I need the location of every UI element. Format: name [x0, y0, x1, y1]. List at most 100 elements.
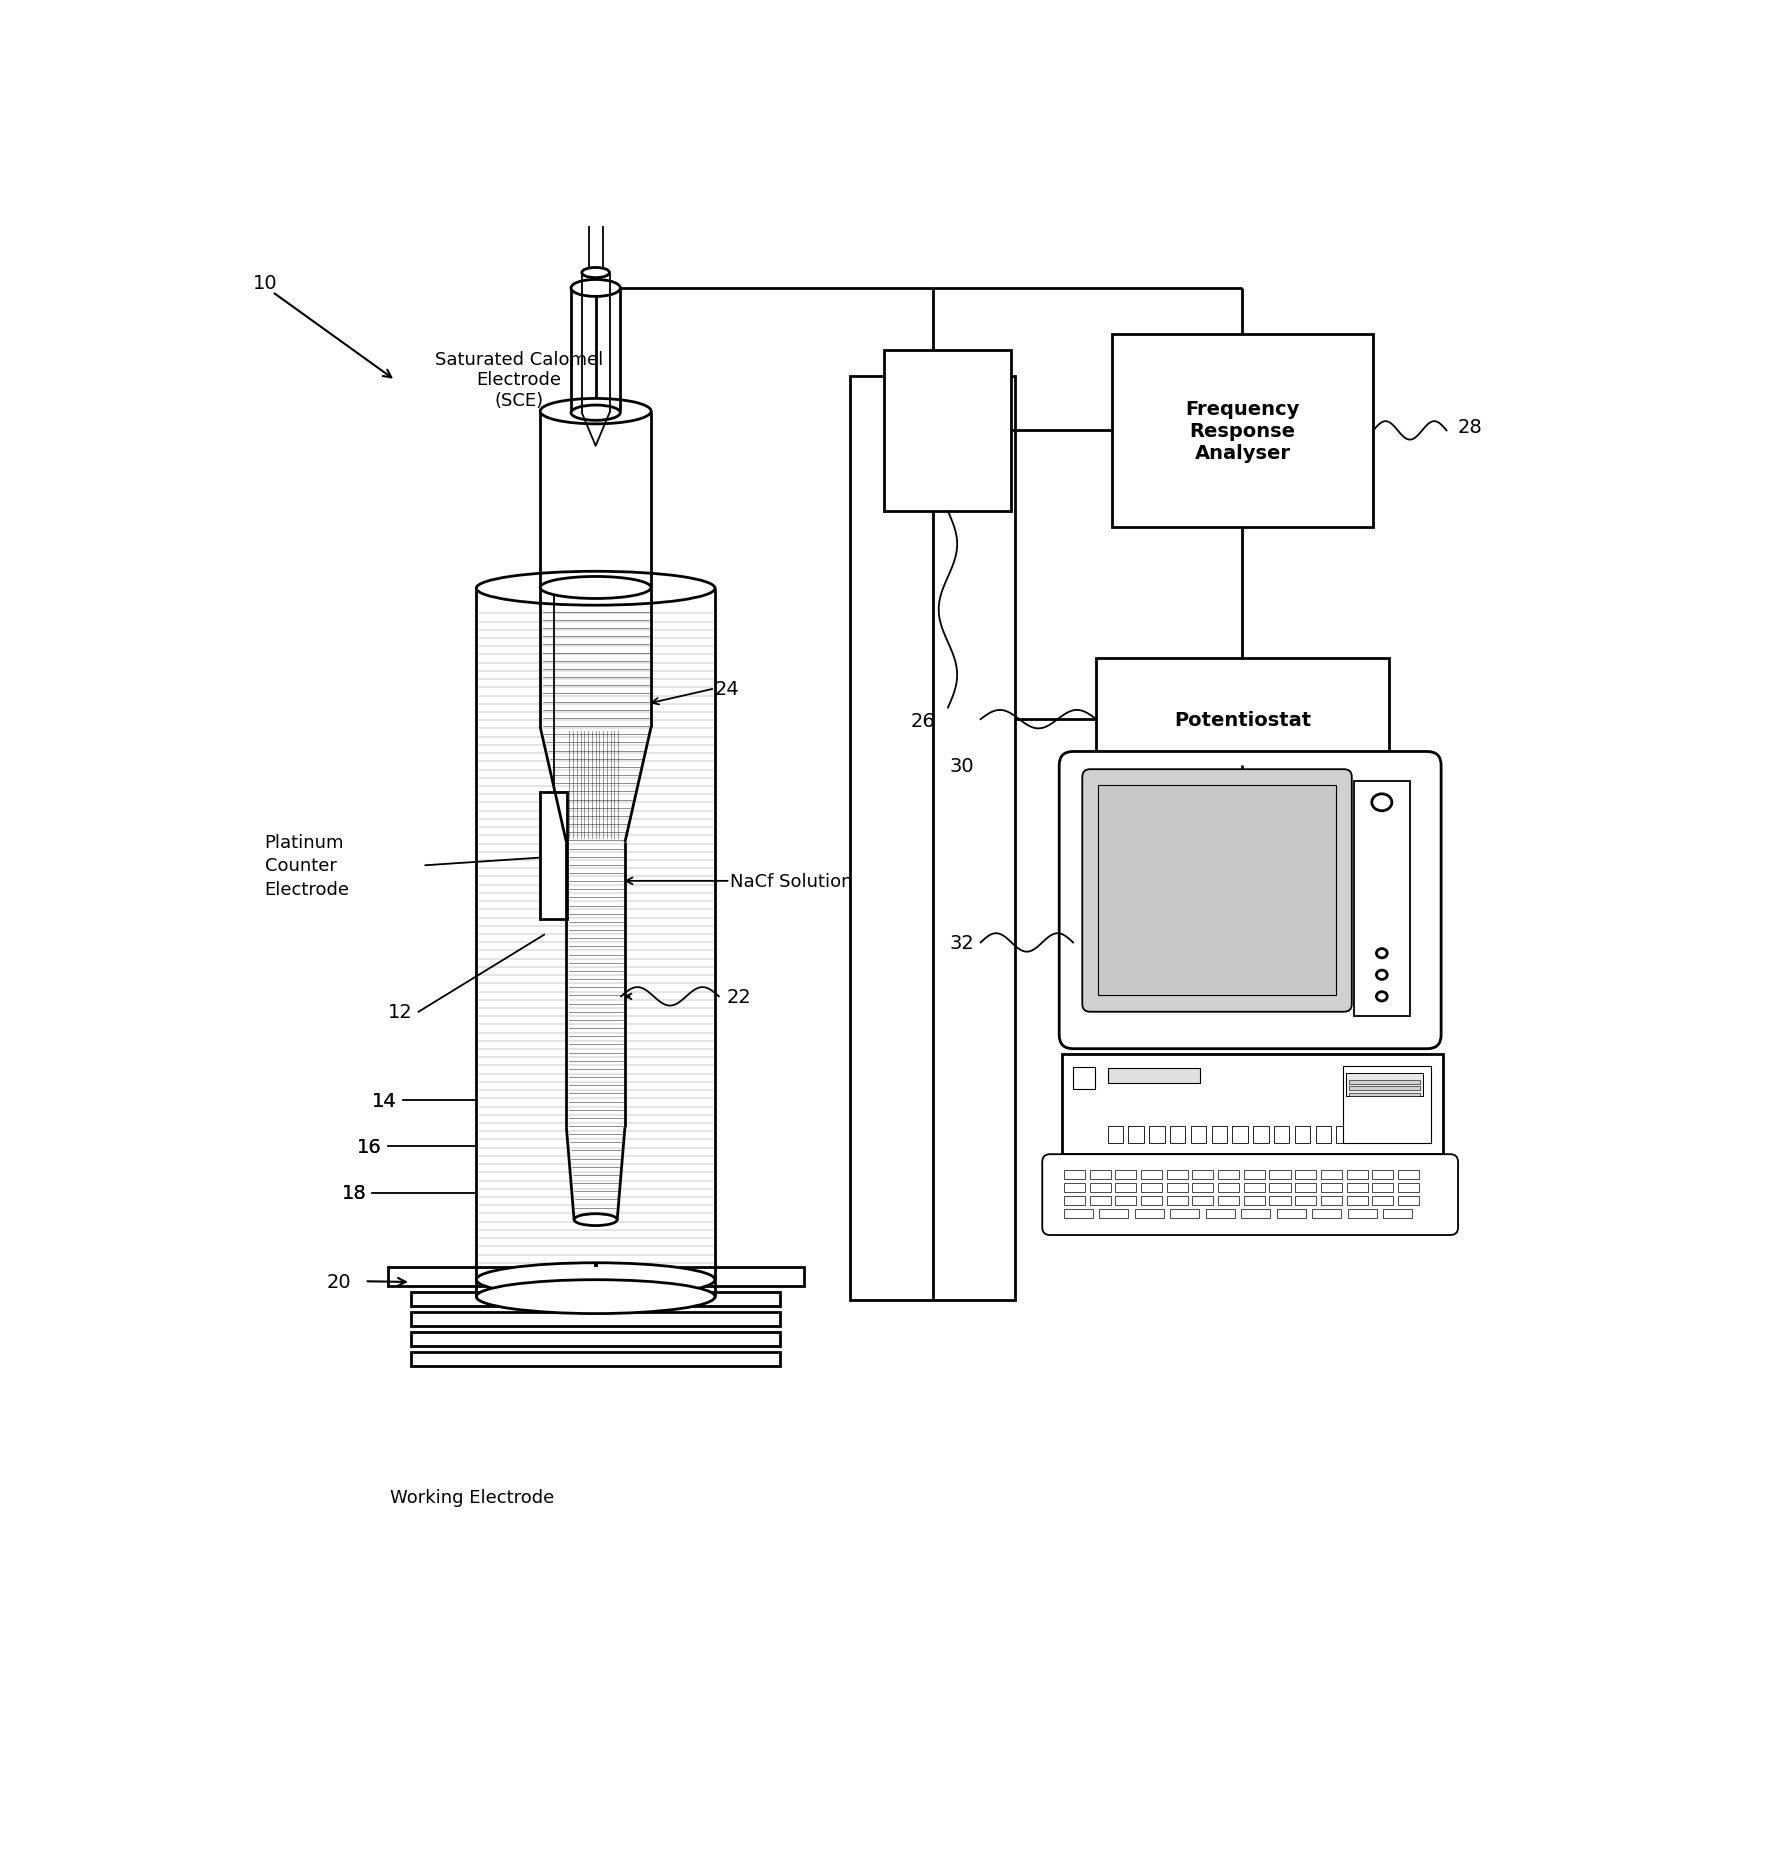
Bar: [1254, 1126, 1269, 1143]
Bar: [1372, 1171, 1394, 1180]
Bar: [1346, 1074, 1424, 1096]
Bar: [1346, 1183, 1367, 1193]
Bar: [1349, 1081, 1420, 1085]
Text: Frequency
Response
Analyser: Frequency Response Analyser: [1186, 399, 1300, 462]
Bar: [1294, 1171, 1316, 1180]
Bar: [1099, 1209, 1128, 1219]
Bar: [411, 1352, 780, 1365]
Ellipse shape: [582, 269, 610, 278]
Bar: [1321, 1183, 1342, 1193]
Text: 16: 16: [356, 1137, 381, 1156]
Bar: [1312, 1209, 1342, 1219]
Bar: [1269, 1171, 1291, 1180]
Bar: [388, 1267, 803, 1286]
Bar: [1108, 1068, 1200, 1083]
Bar: [541, 792, 567, 920]
Bar: [1062, 1054, 1443, 1154]
Bar: [1073, 1068, 1094, 1089]
Bar: [1243, 1183, 1264, 1193]
Ellipse shape: [477, 1263, 715, 1297]
FancyBboxPatch shape: [1082, 770, 1351, 1013]
Bar: [1321, 1196, 1342, 1206]
Text: 10: 10: [254, 273, 278, 293]
Bar: [1090, 1196, 1110, 1206]
Text: NaCf Solution: NaCf Solution: [730, 872, 853, 890]
Bar: [1294, 1126, 1310, 1143]
Text: 16: 16: [356, 1137, 381, 1156]
Bar: [1218, 1183, 1239, 1193]
Text: 14: 14: [372, 1091, 397, 1109]
Bar: [1342, 1067, 1431, 1143]
Bar: [1241, 1209, 1271, 1219]
Ellipse shape: [1376, 950, 1386, 959]
Bar: [1191, 1183, 1213, 1193]
Text: 14: 14: [372, 1091, 397, 1109]
Bar: [411, 1311, 780, 1326]
Bar: [1211, 1126, 1227, 1143]
Bar: [1383, 1209, 1413, 1219]
Text: Saturated Calomel
Electrode
(SCE): Saturated Calomel Electrode (SCE): [434, 351, 603, 410]
Bar: [1243, 1196, 1264, 1206]
Bar: [1218, 1196, 1239, 1206]
Bar: [1149, 1126, 1165, 1143]
Ellipse shape: [574, 1213, 617, 1226]
Ellipse shape: [477, 571, 715, 607]
Bar: [1269, 1183, 1291, 1193]
Bar: [411, 1293, 780, 1306]
Text: 20: 20: [326, 1273, 351, 1291]
Ellipse shape: [541, 399, 651, 425]
Text: 26: 26: [911, 712, 936, 731]
Bar: [1191, 1196, 1213, 1206]
Bar: [1135, 1209, 1163, 1219]
Bar: [1337, 1126, 1351, 1143]
Bar: [1112, 336, 1374, 527]
Bar: [1316, 1126, 1332, 1143]
Bar: [1115, 1183, 1136, 1193]
Bar: [1372, 1196, 1394, 1206]
Bar: [1397, 1171, 1418, 1180]
Text: 28: 28: [1457, 417, 1482, 436]
Text: 30: 30: [950, 757, 975, 775]
Bar: [849, 377, 1016, 1300]
Bar: [1321, 1171, 1342, 1180]
Bar: [1277, 1209, 1307, 1219]
Bar: [1346, 1171, 1367, 1180]
Bar: [1349, 1093, 1420, 1096]
Bar: [1140, 1171, 1161, 1180]
Bar: [1167, 1196, 1188, 1206]
Ellipse shape: [1376, 992, 1386, 1002]
Bar: [1170, 1126, 1186, 1143]
Bar: [1232, 1126, 1248, 1143]
FancyBboxPatch shape: [1058, 751, 1441, 1050]
FancyBboxPatch shape: [1043, 1154, 1457, 1235]
Bar: [1064, 1196, 1085, 1206]
Bar: [1115, 1196, 1136, 1206]
Bar: [1275, 1126, 1289, 1143]
Bar: [1115, 1171, 1136, 1180]
Text: Potentiostat: Potentiostat: [1174, 710, 1310, 729]
Bar: [1096, 659, 1388, 781]
Bar: [1294, 1196, 1316, 1206]
Ellipse shape: [571, 280, 621, 297]
Text: 12: 12: [388, 1004, 413, 1022]
Bar: [1064, 1183, 1085, 1193]
Bar: [1347, 1209, 1378, 1219]
Bar: [1397, 1196, 1418, 1206]
Bar: [1397, 1183, 1418, 1193]
Ellipse shape: [541, 577, 651, 599]
Bar: [1140, 1183, 1161, 1193]
Bar: [1372, 1183, 1394, 1193]
Bar: [1167, 1183, 1188, 1193]
Bar: [1191, 1171, 1213, 1180]
Bar: [1218, 1171, 1239, 1180]
Bar: [1128, 1126, 1144, 1143]
Bar: [1167, 1171, 1188, 1180]
Text: 18: 18: [342, 1183, 367, 1202]
Bar: [1206, 1209, 1236, 1219]
Bar: [1355, 781, 1410, 1017]
Bar: [885, 351, 1011, 512]
Ellipse shape: [1376, 970, 1386, 979]
Text: Working Electrode: Working Electrode: [390, 1488, 555, 1506]
Bar: [411, 1332, 780, 1347]
Text: Platinum
Counter
Electrode: Platinum Counter Electrode: [264, 833, 349, 898]
